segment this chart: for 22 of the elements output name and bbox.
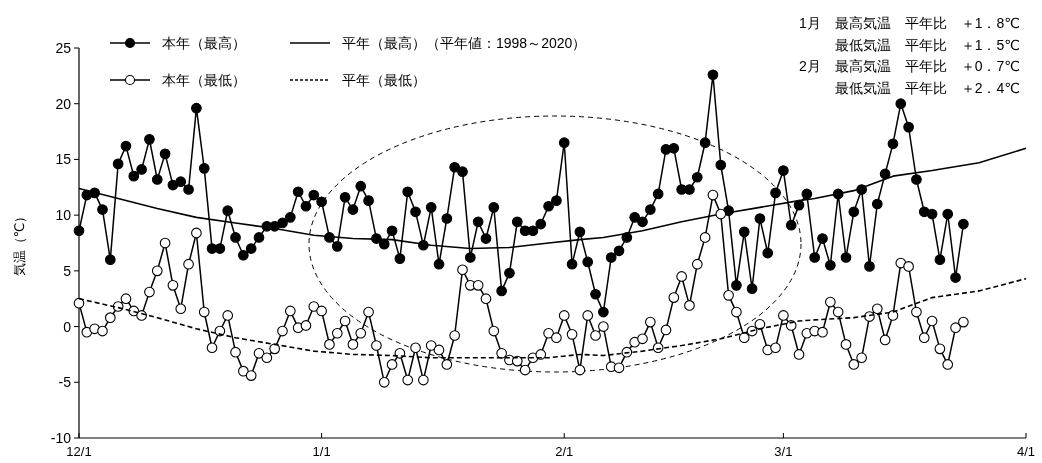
annotation: 最低気温 平年比 ＋1．5℃ xyxy=(834,36,1020,53)
x-tick-label: 1/1 xyxy=(312,444,331,459)
legend-label: 平年（最高）（平年値：1998～2020） xyxy=(342,35,587,51)
annotation: 2月 最高気温 平年比 ＋0．7℃ xyxy=(798,58,1020,74)
x-tick-label: 2/1 xyxy=(555,444,574,459)
legend-label: 本年（最低） xyxy=(162,72,246,88)
ytick-label: 15 xyxy=(55,151,71,168)
x-tick-label: 12/1 xyxy=(66,444,92,459)
text: 1月 最高気温 平年比 ＋1．8℃ xyxy=(798,15,1020,31)
annotation: 最低気温 平年比 ＋2．4℃ xyxy=(834,79,1020,96)
ytick-label: -10 xyxy=(50,430,71,446)
ytick-label: -5 xyxy=(58,374,71,391)
ytick-label: 0 xyxy=(63,318,71,335)
ytick-label: 10 xyxy=(55,207,71,224)
ytick-label: 5 xyxy=(63,262,71,279)
ytick-label: 20 xyxy=(55,95,71,112)
x-tick-label: 3/1 xyxy=(774,444,793,459)
y-axis-title: 気温（℃） xyxy=(12,209,27,277)
ytick-label: 25 xyxy=(55,40,71,56)
x-tick-label: 4/1 xyxy=(1016,444,1036,459)
legend-label: 本年（最高） xyxy=(162,35,246,51)
legend-label: 平年（最低） xyxy=(342,72,426,88)
